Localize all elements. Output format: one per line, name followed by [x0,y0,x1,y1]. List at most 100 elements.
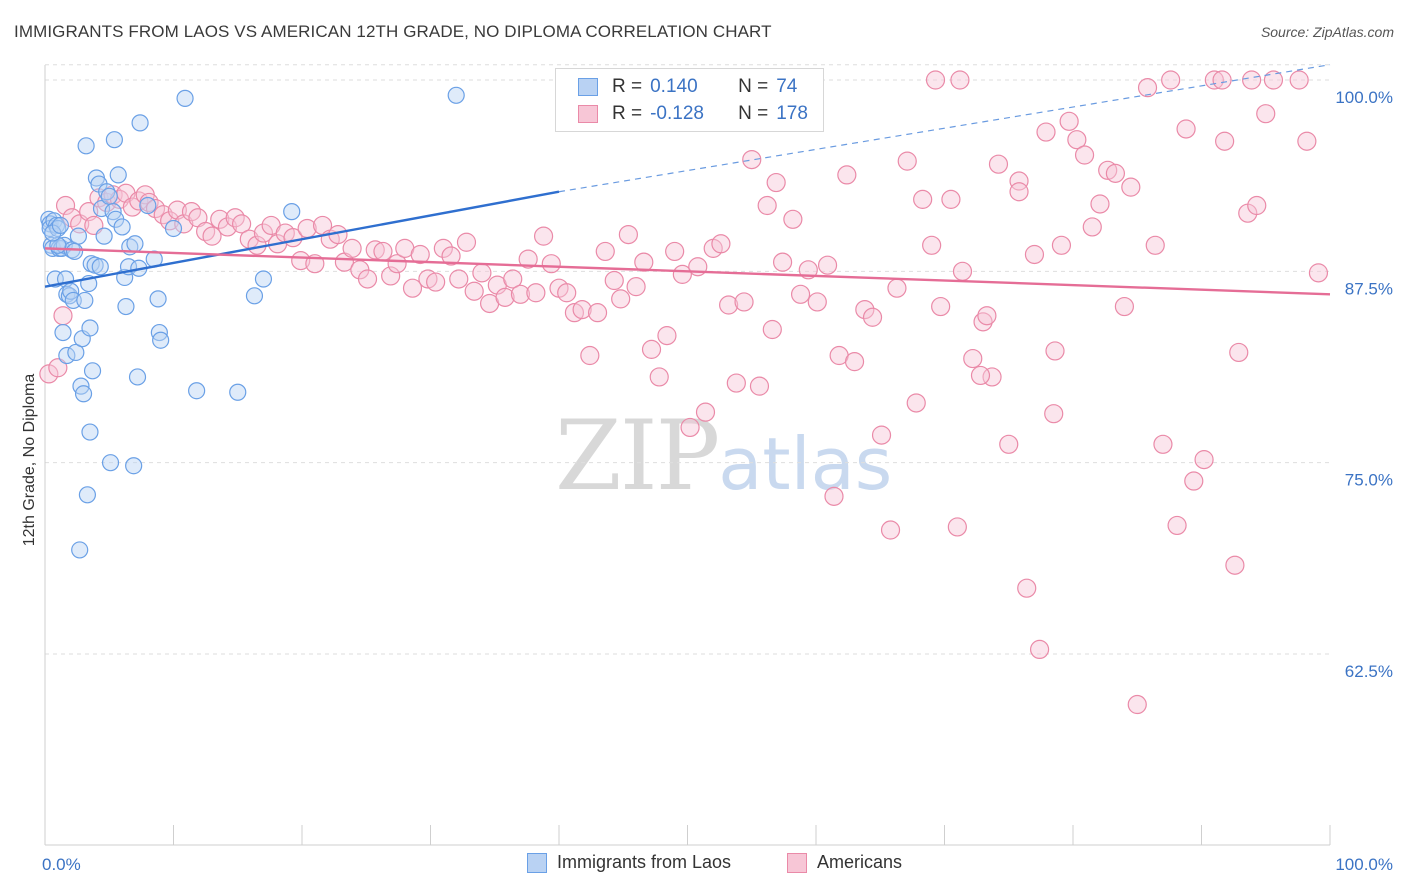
laos-point-53 [128,368,147,386]
y-tick-label-0: 100.0% [1335,88,1393,107]
americans-point-26 [210,209,230,229]
americans-point-163 [1256,104,1276,124]
bottom-legend: Immigrants from Laos Americans [0,852,1406,878]
americans-point-2 [53,306,73,326]
trend-lines [44,64,1331,296]
americans-point-114 [880,520,901,540]
americans-point-137 [1059,111,1079,131]
americans-point-90 [695,402,716,422]
americans-point-146 [1127,694,1147,715]
americans-point-153 [1184,471,1204,491]
americans-point-107 [824,486,844,506]
americans-point-152 [1176,119,1196,139]
americans-point-66 [510,284,531,304]
americans-point-93 [719,295,739,315]
americans-point-98 [757,195,777,216]
y-tick-label-1: 87.5% [1345,279,1393,298]
legend-row-americans: R = -0.128 N = 178 [578,101,808,127]
laos-point-73 [51,216,70,235]
americans-point-65 [503,269,523,289]
laos-point-26 [77,137,95,155]
axes [44,65,1331,846]
laos-point-39 [98,183,116,201]
americans-point-94 [726,373,746,393]
americans-point-129 [999,434,1019,454]
americans-point-164 [1263,70,1284,90]
americans-point-134 [1036,122,1056,142]
legend-swatch-laos [578,78,598,96]
legend-item-americans[interactable]: Americans [787,852,902,873]
legend-r-value-laos: 0.140 [650,76,698,97]
americans-point-49 [381,266,401,286]
americans-point-29 [232,214,252,234]
americans-point-52 [402,278,423,298]
americans-point-85 [657,326,677,346]
y-axis-label: 12th Grade, No Diploma [21,373,38,547]
laos-point-52 [126,235,144,253]
legend-item-laos[interactable]: Immigrants from Laos [527,852,731,873]
laos-point-38 [95,227,113,245]
americans-point-168 [950,70,970,90]
laos-point-61 [164,219,183,238]
americans-point-58 [449,269,469,289]
americans-point-73 [564,303,585,323]
americans-point-171 [970,365,991,386]
americans-point-101 [772,252,793,272]
legend-r-value-americans: -0.128 [650,103,704,124]
stats-legend: R = 0.140 N = 74 R = -0.128 N = 178 [555,68,824,132]
y-tick-label-3: 62.5% [1345,662,1393,681]
americans-point-138 [1067,130,1087,150]
americans-point-57 [441,246,461,266]
laos-point-21 [69,227,88,245]
americans-point-149 [1153,434,1173,454]
americans-point-95 [734,292,754,312]
americans-point-159 [1229,342,1249,363]
americans-point-102 [783,209,803,229]
laos-point-41 [101,454,120,472]
laos-point-62 [176,89,194,107]
americans-point-154 [1194,450,1214,470]
laos-point-58 [149,290,167,308]
americans-point-161 [1247,195,1267,216]
tick-labels: 100.0% 87.5% 75.0% 62.5% 0.0% 100.0% [42,88,1393,874]
laos-point-32 [83,362,102,380]
trend-line-laos-extension [558,64,1331,193]
legend-r-label: R = [612,76,643,97]
laos-point-46 [113,218,131,236]
laos-point-40 [100,187,118,205]
americans-point-116 [897,151,917,171]
americans-point-119 [922,235,942,255]
americans-point-143 [1105,163,1126,183]
laos-point-69 [71,541,89,559]
americans-point-122 [947,517,967,537]
americans-point-106 [817,255,838,275]
americans-point-105 [807,292,827,312]
laos-point-30 [81,319,99,337]
americans-point-162 [1242,70,1262,90]
americans-point-76 [587,303,608,323]
americans-point-59 [456,232,477,252]
legend-n-value-americans: 178 [776,103,808,124]
series-laos [40,86,465,559]
americans-point-21 [174,214,194,234]
americans-point-109 [837,165,857,185]
legend-n-value-laos: 74 [776,76,798,97]
americans-point-133 [1029,639,1050,660]
legend-swatch-laos [527,852,547,873]
americans-point-99 [762,319,782,340]
x-tick-label-1: 100.0% [1335,855,1393,874]
americans-point-172 [1045,341,1065,361]
laos-point-8 [49,219,67,238]
americans-point-141 [1090,194,1110,214]
americans-point-84 [649,367,669,387]
americans-point-113 [871,425,892,445]
laos-point-48 [117,297,135,316]
laos-point-63 [188,382,206,400]
laos-point-71 [65,242,84,261]
americans-point-155 [1204,70,1224,90]
legend-n-label: N = [738,76,769,97]
americans-point-47 [365,240,385,260]
series-americans [39,70,1329,715]
americans-point-83 [641,339,662,359]
laos-point-45 [109,166,127,184]
